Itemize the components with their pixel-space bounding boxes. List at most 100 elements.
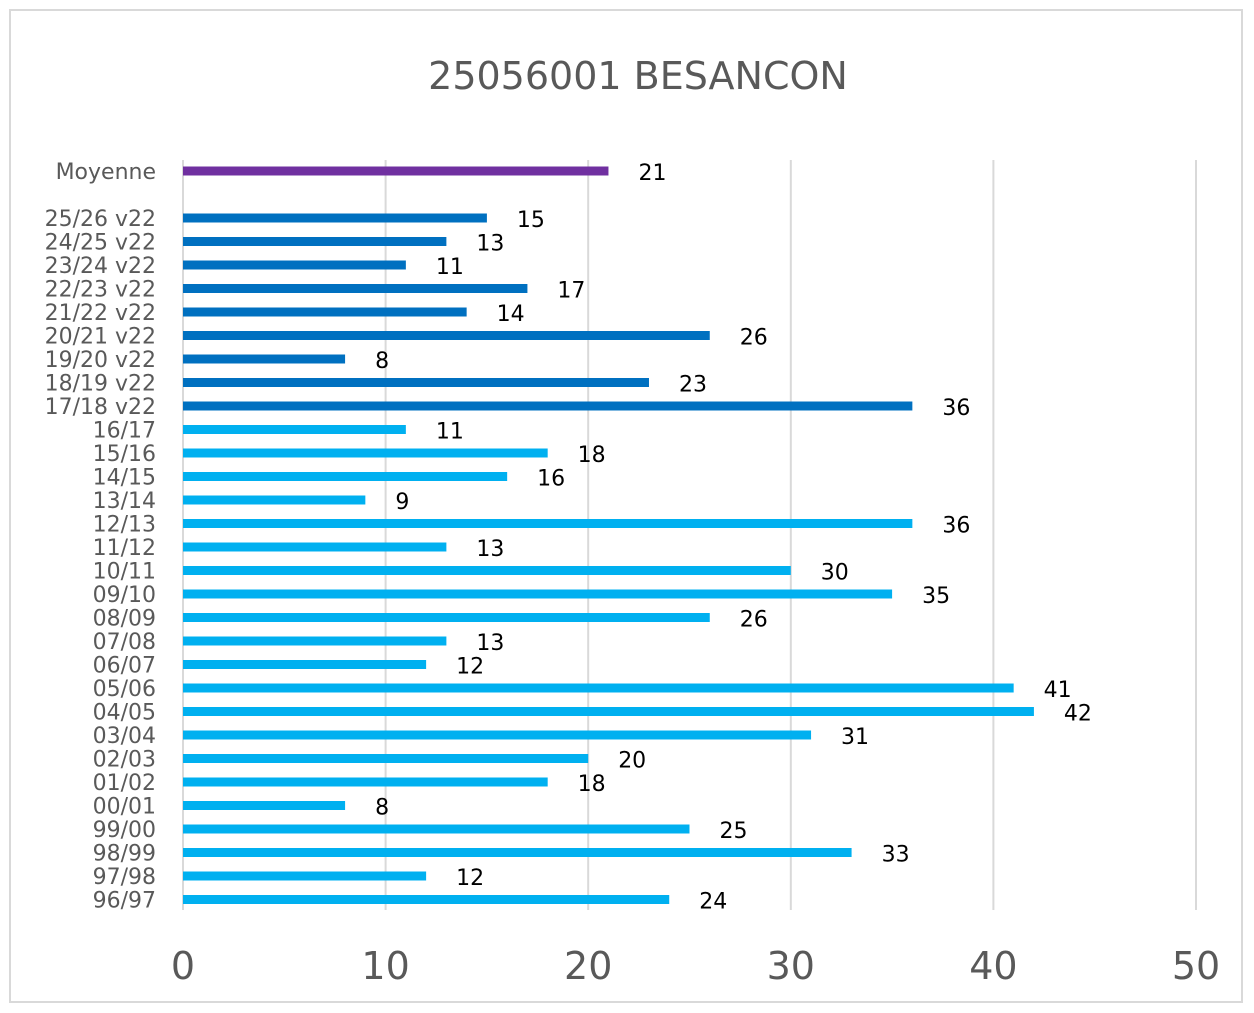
data-label: 11 [436,255,464,280]
bar [183,425,406,434]
data-labels: 2115131117142682336111816936133035261312… [375,161,1092,915]
category-label: 98/99 [93,842,156,867]
data-label: 11 [436,420,464,445]
data-label: 8 [375,349,389,374]
data-label: 23 [679,373,707,398]
category-label: 10/11 [93,560,156,585]
category-label: 24/25 v22 [45,231,156,256]
data-label: 26 [740,326,768,351]
data-label: 31 [841,725,869,750]
category-label: 96/97 [93,889,156,914]
bar [183,589,893,599]
bar [183,260,406,270]
data-label: 15 [517,208,545,233]
data-label: 25 [720,819,748,844]
bar [183,801,346,810]
category-label: 97/98 [93,865,156,890]
gridlines [182,160,1197,910]
bar [183,542,447,552]
bar [183,660,427,669]
data-label: 9 [395,490,409,515]
bar [183,307,467,317]
data-label: 12 [456,866,484,891]
x-tick-label: 0 [171,944,195,988]
category-label: 07/08 [93,630,156,655]
data-label: 12 [456,655,484,680]
category-label: 06/07 [93,654,156,679]
data-label: 26 [740,608,768,633]
bar [183,213,487,223]
bar [183,331,710,340]
bar [183,401,913,411]
data-label: 24 [699,890,727,915]
bar [183,354,346,364]
data-label: 36 [942,396,970,421]
data-label: 35 [922,584,950,609]
category-label: 21/22 v22 [45,301,156,326]
category-label: 09/10 [93,583,156,608]
bars [183,166,1034,904]
bar [183,707,1034,716]
data-label: 16 [537,467,565,492]
data-label: 13 [476,232,504,257]
category-label: 04/05 [93,701,156,726]
category-label: 20/21 v22 [45,325,156,350]
bar [183,895,670,904]
bar [183,777,548,787]
category-label: 16/17 [93,419,156,444]
data-label: 18 [578,443,606,468]
bar [183,613,710,622]
chart-title: 25056001 BESANCON [428,54,848,98]
category-label: 08/09 [93,607,156,632]
bar [183,636,447,646]
bar [183,378,649,387]
bar [183,566,791,575]
bar [183,683,1014,693]
category-label: 15/16 [93,442,156,467]
x-tick-label: 20 [564,944,612,988]
data-label: 20 [618,749,646,774]
data-label: 13 [476,631,504,656]
category-label: 99/00 [93,818,156,843]
data-label: 18 [578,772,606,797]
category-label: 11/12 [93,536,156,561]
data-label: 42 [1064,702,1092,727]
category-label: 18/19 v22 [45,372,156,397]
bar [183,284,528,293]
bar [183,166,609,176]
category-label: 00/01 [93,795,156,820]
x-tick-label: 30 [767,944,815,988]
bar [183,730,812,740]
category-label: 13/14 [93,489,156,514]
bar [183,824,690,834]
bar [183,472,508,481]
category-label: 17/18 v22 [45,395,156,420]
data-label: 21 [638,161,666,186]
bar [183,848,852,857]
category-label: 03/04 [93,724,156,749]
category-label: 01/02 [93,771,156,796]
data-label: 36 [942,514,970,539]
bar [183,495,366,505]
data-label: 33 [882,843,910,868]
data-label: 30 [821,561,849,586]
category-label: 23/24 v22 [45,254,156,279]
category-label: 02/03 [93,748,156,773]
category-label: 22/23 v22 [45,278,156,303]
x-tick-label: 50 [1172,944,1220,988]
x-tick-label: 10 [361,944,409,988]
category-label: Moyenne [56,160,156,185]
category-label: 19/20 v22 [45,348,156,373]
data-label: 13 [476,537,504,562]
category-label: 14/15 [93,466,156,491]
bar [183,519,913,528]
data-label: 17 [557,279,585,304]
x-axis-tick-labels: 0 10 20 30 40 50 [171,944,1220,988]
bar [183,237,447,246]
data-label: 14 [497,302,525,327]
data-label: 8 [375,796,389,821]
bar [183,448,548,458]
x-tick-label: 40 [969,944,1017,988]
